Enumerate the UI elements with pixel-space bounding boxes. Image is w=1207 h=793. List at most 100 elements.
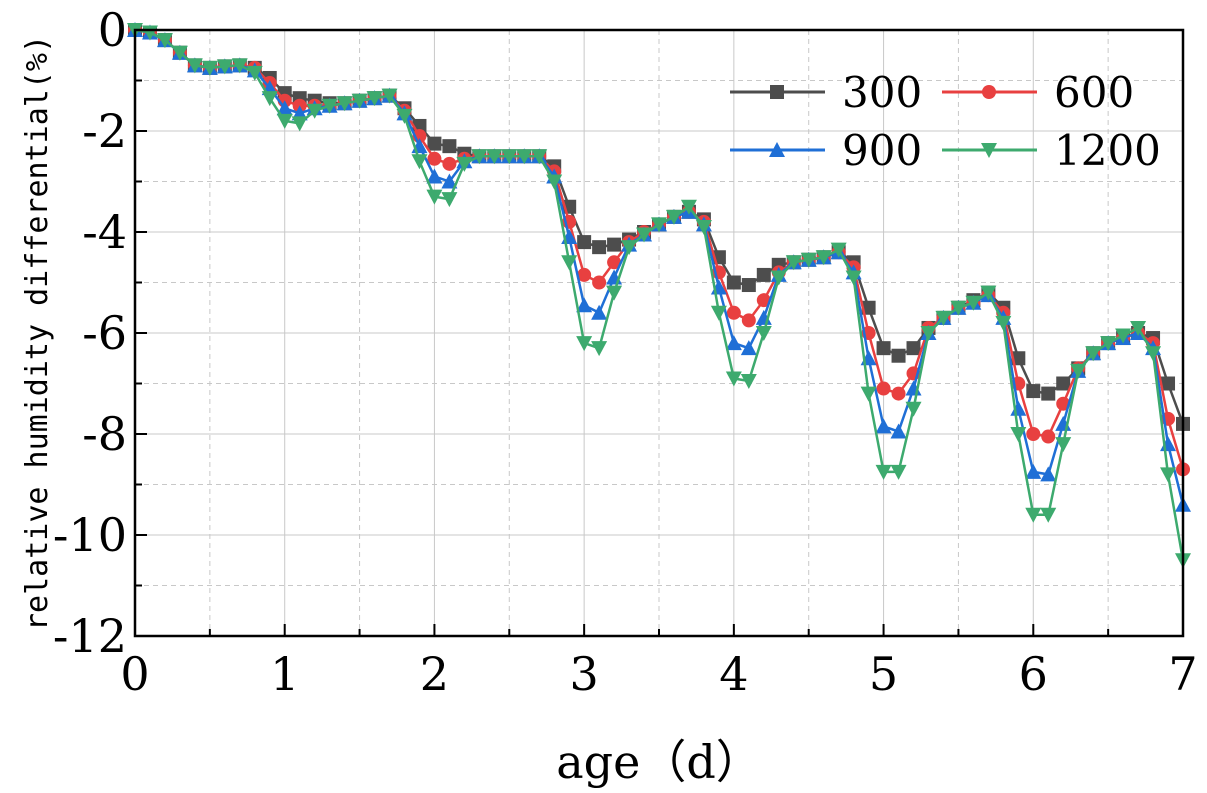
ticks: [134, 29, 1184, 637]
data-point-1200: [1085, 346, 1102, 362]
data-point-1200: [336, 96, 353, 112]
data-point-900: [1040, 466, 1057, 482]
tick-labels: 0 1 2 3 4 5 6 7 0 -2 -4 -6 -8 -10 -12: [53, 3, 1198, 701]
data-point-1200: [815, 250, 832, 266]
data-point-1200: [1070, 363, 1087, 379]
data-point-1200: [1130, 320, 1147, 336]
data-point-1200: [725, 371, 742, 387]
x-tick-label: 6: [1019, 647, 1048, 701]
legend-label: 300: [842, 68, 922, 117]
data-point-900: [890, 423, 907, 439]
x-tick-label: 1: [270, 647, 299, 701]
data-point-1200: [1160, 467, 1177, 483]
data-point-300: [741, 278, 756, 293]
y-axis-title: relative humidity differential(%): [20, 35, 55, 631]
legend-marker: [982, 85, 996, 99]
data-point-1200: [695, 219, 712, 235]
x-tick-label: 4: [719, 647, 748, 701]
data-point-300: [607, 237, 622, 252]
y-tick-label: -12: [53, 609, 127, 663]
data-point-1200: [456, 156, 473, 172]
data-point-600: [1041, 429, 1056, 444]
data-point-1200: [710, 305, 727, 321]
data-point-300: [876, 341, 891, 356]
data-point-1200: [231, 58, 248, 74]
data-point-1200: [621, 240, 638, 256]
data-point-1200: [306, 103, 323, 119]
data-point-600: [726, 305, 741, 320]
data-point-300: [1026, 384, 1041, 399]
y-tick-label: 0: [98, 3, 127, 57]
data-point-1200: [965, 295, 982, 311]
legend-label: 1200: [1054, 126, 1161, 175]
data-point-1200: [680, 199, 697, 215]
data-point-1200: [785, 255, 802, 271]
data-point-1200: [920, 326, 937, 341]
x-tick-label: 3: [570, 647, 599, 701]
data-point-900: [591, 304, 608, 320]
x-tick-label: 5: [869, 647, 898, 701]
data-point-1200: [1145, 346, 1162, 362]
data-point-1200: [875, 464, 892, 480]
legend-label: 900: [842, 126, 922, 175]
data-point-600: [442, 156, 457, 171]
data-point-1200: [276, 113, 293, 129]
data-point-1200: [441, 192, 458, 208]
data-point-900: [1025, 463, 1042, 479]
data-point-300: [726, 275, 741, 290]
data-point-300: [592, 240, 607, 255]
data-point-1200: [800, 252, 817, 268]
data-point-1200: [1115, 328, 1132, 344]
data-point-1200: [501, 149, 518, 165]
x-tick-label: 0: [120, 647, 149, 701]
data-point-900: [875, 418, 892, 434]
data-point-1200: [351, 93, 368, 109]
data-point-1200: [606, 285, 623, 301]
data-point-1200: [1055, 437, 1072, 453]
data-point-1200: [995, 315, 1012, 331]
data-point-1200: [980, 285, 997, 301]
legend: 300 600 900 1200: [730, 68, 1161, 175]
data-point-600: [876, 381, 891, 396]
data-point-900: [276, 100, 293, 116]
data-point-1200: [531, 149, 548, 165]
legend-item-300: 300: [730, 68, 922, 117]
data-point-600: [741, 313, 756, 328]
data-point-1200: [636, 227, 653, 243]
data-point-1200: [770, 270, 787, 286]
data-point-1200: [246, 65, 263, 81]
data-point-1200: [651, 217, 667, 233]
data-point-300: [427, 136, 442, 151]
data-point-900: [725, 335, 742, 351]
data-point-1200: [905, 401, 922, 417]
data-point-1200: [426, 189, 443, 205]
data-point-1200: [830, 242, 847, 258]
data-point-1200: [156, 33, 173, 49]
data-point-1200: [516, 149, 533, 165]
legend-item-600: 600: [942, 68, 1134, 117]
data-point-900: [426, 168, 443, 184]
data-point-300: [756, 267, 771, 282]
y-tick-label: -10: [53, 508, 127, 562]
data-point-600: [607, 255, 622, 270]
data-point-600: [1026, 427, 1041, 441]
x-tick-label: 2: [420, 647, 449, 701]
data-point-1200: [1100, 336, 1117, 352]
data-point-1200: [845, 270, 862, 286]
data-point-1200: [396, 108, 413, 124]
data-point-300: [1041, 386, 1056, 401]
data-point-1200: [216, 59, 233, 75]
legend-item-1200: 1200: [942, 126, 1161, 175]
data-point-600: [592, 275, 607, 290]
data-point-1200: [321, 98, 338, 114]
data-point-1200: [740, 373, 757, 389]
data-point-900: [740, 340, 757, 356]
data-point-1200: [950, 300, 967, 316]
data-point-1200: [755, 326, 772, 341]
data-point-1200: [471, 149, 488, 165]
data-point-1200: [291, 116, 308, 132]
data-point-1200: [890, 464, 907, 480]
data-point-300: [1161, 376, 1176, 391]
data-point-1200: [546, 174, 563, 190]
